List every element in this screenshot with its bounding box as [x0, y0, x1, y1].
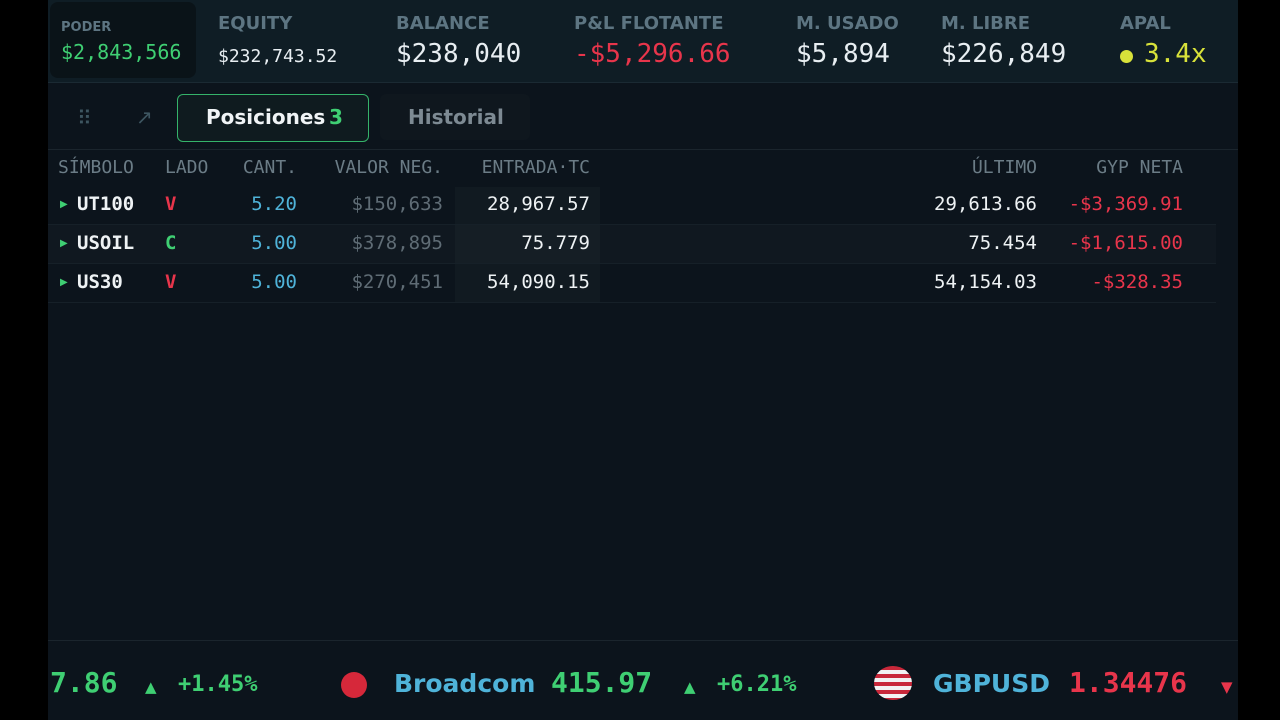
- cell: 75.454: [968, 232, 1037, 254]
- cell[interactable]: USOIL: [77, 232, 135, 254]
- tab-label[interactable]: Posiciones: [206, 105, 326, 129]
- cell: -$328.35: [1091, 271, 1183, 293]
- stat-label: BALANCE: [396, 13, 490, 35]
- stat-value: $238,040: [396, 39, 522, 70]
- column-header: CANT.: [242, 157, 297, 178]
- ticker-change: +1.45%: [178, 672, 258, 697]
- divider: [48, 640, 1238, 641]
- cell: -$1,615.00: [1068, 232, 1183, 254]
- tab-active[interactable]: [177, 94, 369, 142]
- column-header: VALOR NEG.: [334, 157, 443, 178]
- stat-value: 3.4x: [1144, 39, 1207, 70]
- stat-value: $226,849: [941, 39, 1067, 70]
- column-header: ENTRADA·TC: [481, 157, 590, 178]
- status-dot: [1120, 50, 1133, 63]
- logo: [341, 672, 367, 698]
- ticker-price: 7.86: [50, 666, 118, 699]
- ticker-change: +6.21%: [717, 672, 797, 697]
- drag-icon[interactable]: ⠿: [77, 106, 92, 130]
- cell: 54,090.15: [487, 271, 590, 293]
- expand-arrow: ▶: [60, 277, 68, 288]
- expand-arrow: ▶: [60, 238, 68, 249]
- down-arrow: ▼: [1221, 678, 1233, 696]
- stat-value: -$5,296.66: [574, 39, 731, 70]
- ticker-name: Broadcom: [394, 669, 536, 698]
- cell: 29,613.66: [934, 193, 1037, 215]
- stat-label: M. LIBRE: [941, 13, 1031, 35]
- tab[interactable]: [380, 94, 530, 140]
- cell: 5.00: [251, 271, 297, 293]
- ticker-price: 1.34476: [1069, 666, 1188, 699]
- up-arrow: ▲: [684, 678, 696, 696]
- stat-value: $2,843,566: [61, 40, 182, 64]
- row-highlight: [48, 225, 1216, 263]
- cell[interactable]: US30: [77, 271, 123, 293]
- stat-label: M. USADO: [796, 13, 899, 35]
- column-header: LADO: [165, 157, 209, 178]
- stat-label: APAL: [1120, 13, 1171, 35]
- column-header: GYP NETA: [1096, 157, 1183, 178]
- stat-label: PODER: [61, 20, 112, 36]
- row-line: [48, 263, 1216, 264]
- stat-label: EQUITY: [218, 13, 293, 35]
- cell[interactable]: UT100: [77, 193, 135, 215]
- cell: $150,633: [351, 193, 443, 215]
- stat-label: P&L FLOTANTE: [574, 13, 724, 35]
- expand-arrow: ▶: [60, 199, 68, 210]
- flag: [874, 666, 912, 700]
- stats-bar: [48, 0, 1238, 83]
- cell: 5.20: [251, 193, 297, 215]
- ticker-name: GBPUSD: [933, 669, 1050, 698]
- cell: 28,967.57: [487, 193, 590, 215]
- column-header: ÚLTIMO: [971, 157, 1037, 178]
- ticker-price: 415.97: [551, 666, 653, 699]
- cell: V: [165, 193, 177, 215]
- cell: 54,154.03: [934, 271, 1037, 293]
- divider: [48, 149, 1238, 150]
- cell: 75.779: [521, 232, 590, 254]
- cell: $270,451: [351, 271, 443, 293]
- expand-icon[interactable]: ↗: [136, 105, 153, 129]
- column-header: SÍMBOLO: [58, 157, 134, 178]
- stat-value: $232,743.52: [218, 46, 338, 68]
- cell: 5.00: [251, 232, 297, 254]
- cell: -$3,369.91: [1068, 193, 1183, 215]
- cell: $378,895: [351, 232, 443, 254]
- tab-count[interactable]: 3: [329, 105, 343, 129]
- column-highlight: [455, 187, 600, 302]
- up-arrow: ▲: [145, 678, 157, 696]
- row-line: [48, 224, 1216, 225]
- cell: V: [165, 271, 177, 293]
- stat-value: $5,894: [796, 39, 890, 70]
- tab-label[interactable]: Historial: [408, 105, 504, 129]
- cell: C: [165, 232, 177, 254]
- row-line: [48, 302, 1216, 303]
- stat-highlight: [50, 2, 196, 78]
